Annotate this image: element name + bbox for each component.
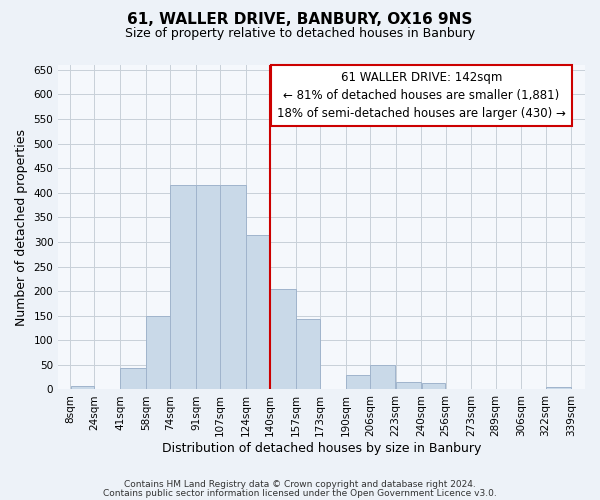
Bar xyxy=(146,316,170,390)
Text: 61 WALLER DRIVE: 142sqm
← 81% of detached houses are smaller (1,881)
18% of semi: 61 WALLER DRIVE: 142sqm ← 81% of detache… xyxy=(277,71,566,120)
Text: Contains public sector information licensed under the Open Government Licence v3: Contains public sector information licen… xyxy=(103,488,497,498)
Bar xyxy=(170,185,196,390)
Bar xyxy=(121,368,146,390)
Text: Contains HM Land Registry data © Crown copyright and database right 2024.: Contains HM Land Registry data © Crown c… xyxy=(124,480,476,489)
Text: 61, WALLER DRIVE, BANBURY, OX16 9NS: 61, WALLER DRIVE, BANBURY, OX16 9NS xyxy=(127,12,473,28)
Bar xyxy=(396,382,421,390)
Bar xyxy=(196,185,220,390)
Bar xyxy=(370,366,395,390)
Bar xyxy=(422,382,445,390)
Bar xyxy=(296,318,320,390)
Bar xyxy=(220,186,245,390)
Bar xyxy=(270,288,296,390)
Bar xyxy=(71,386,94,390)
Bar xyxy=(346,374,370,390)
X-axis label: Distribution of detached houses by size in Banbury: Distribution of detached houses by size … xyxy=(162,442,481,455)
Y-axis label: Number of detached properties: Number of detached properties xyxy=(15,128,28,326)
Text: Size of property relative to detached houses in Banbury: Size of property relative to detached ho… xyxy=(125,28,475,40)
Bar xyxy=(246,235,270,390)
Bar xyxy=(546,387,571,390)
